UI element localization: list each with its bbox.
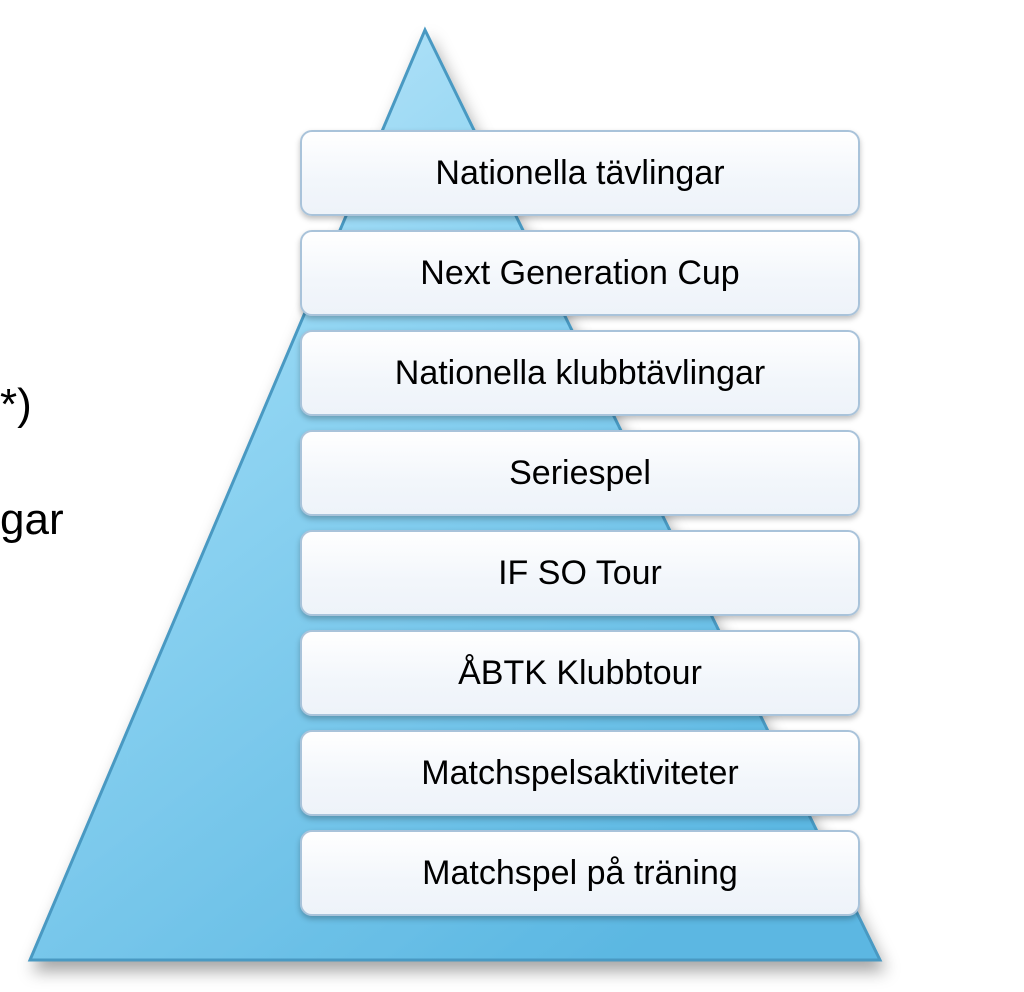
- level-7: Matchspelsaktiviteter: [300, 730, 860, 816]
- level-8: Matchspel på träning: [300, 830, 860, 916]
- level-3: Nationella klubbtävlingar: [300, 330, 860, 416]
- level-2: Next Generation Cup: [300, 230, 860, 316]
- diagram-canvas: *) gar Nationella tävlingar Next Generat…: [0, 0, 1024, 992]
- level-6: ÅBTK Klubbtour: [300, 630, 860, 716]
- pyramid-levels: Nationella tävlingar Next Generation Cup…: [300, 130, 860, 916]
- cropped-text-line-1: *): [0, 380, 32, 430]
- level-4: Seriespel: [300, 430, 860, 516]
- level-5: IF SO Tour: [300, 530, 860, 616]
- level-1: Nationella tävlingar: [300, 130, 860, 216]
- cropped-text-line-2: gar: [0, 495, 64, 545]
